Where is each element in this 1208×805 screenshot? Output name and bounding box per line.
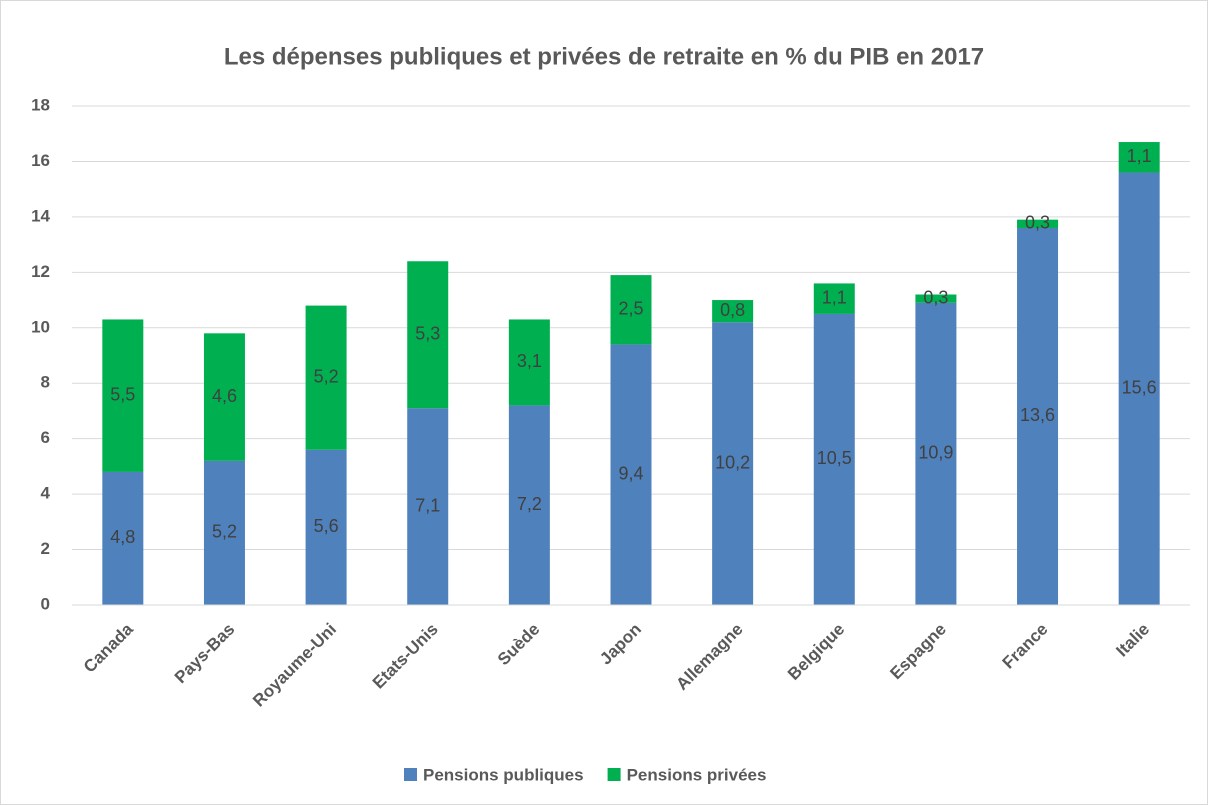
bar-segment: [508, 405, 550, 605]
y-tick-label: 6: [41, 428, 50, 447]
data-label: 5,6: [314, 516, 339, 536]
data-label: 0,8: [720, 300, 745, 320]
data-label: 7,1: [415, 495, 440, 515]
y-tick-label: 4: [41, 484, 51, 503]
legend-label: Pensions privées: [627, 765, 767, 784]
bar-segment: [508, 319, 550, 406]
y-tick-label: 2: [41, 539, 50, 558]
data-label: 0,3: [1025, 213, 1050, 233]
y-tick-label: 16: [31, 151, 50, 170]
y-tick-label: 14: [31, 206, 50, 225]
bar-segment: [305, 449, 347, 605]
data-label: 3,1: [517, 351, 542, 371]
bar-segment: [407, 261, 449, 409]
y-tick-label: 10: [31, 317, 50, 336]
legend-label: Pensions publiques: [423, 765, 584, 784]
data-label: 10,5: [817, 448, 852, 468]
bar-segment: [610, 344, 652, 605]
data-label: 10,2: [715, 452, 750, 472]
bar-segment: [915, 294, 957, 303]
data-label: 1,1: [1127, 146, 1152, 166]
bar-segment: [1017, 227, 1059, 605]
y-tick-label: 18: [31, 95, 50, 114]
bar-segment: [1017, 219, 1059, 228]
data-label: 4,8: [110, 527, 135, 547]
data-label: 10,9: [918, 443, 953, 463]
data-label: 5,2: [314, 366, 339, 386]
data-label: 2,5: [618, 299, 643, 319]
y-tick-label: 12: [31, 262, 50, 281]
data-label: 1,1: [822, 287, 847, 307]
data-label: 7,2: [517, 494, 542, 514]
data-label: 4,6: [212, 386, 237, 406]
bar-segment: [407, 408, 449, 605]
legend-swatch: [607, 768, 621, 781]
data-label: 15,6: [1122, 378, 1157, 398]
bar-segment: [915, 302, 957, 605]
bar-segment: [712, 322, 754, 605]
bar-segment: [203, 333, 245, 461]
data-label: 0,3: [923, 287, 948, 307]
bar-segment: [813, 283, 855, 314]
bar-segment: [1118, 172, 1160, 606]
data-label: 9,4: [618, 463, 643, 483]
bar-segment: [610, 275, 652, 345]
bar-segment: [102, 471, 144, 605]
y-tick-label: 0: [41, 594, 50, 613]
bar-segment: [813, 313, 855, 605]
bar-segment: [203, 460, 245, 605]
legend-swatch: [404, 768, 417, 781]
bar-segment: [305, 305, 347, 450]
chart-title: Les dépenses publiques et privées de ret…: [224, 43, 984, 70]
bar-segment: [1118, 142, 1160, 173]
data-label: 5,2: [212, 522, 237, 542]
bar-segment: [102, 319, 144, 472]
data-label: 13,6: [1020, 405, 1055, 425]
bar-segment: [712, 300, 754, 323]
data-label: 5,3: [415, 323, 440, 343]
y-tick-label: 8: [41, 373, 50, 392]
data-label: 5,5: [110, 384, 135, 404]
